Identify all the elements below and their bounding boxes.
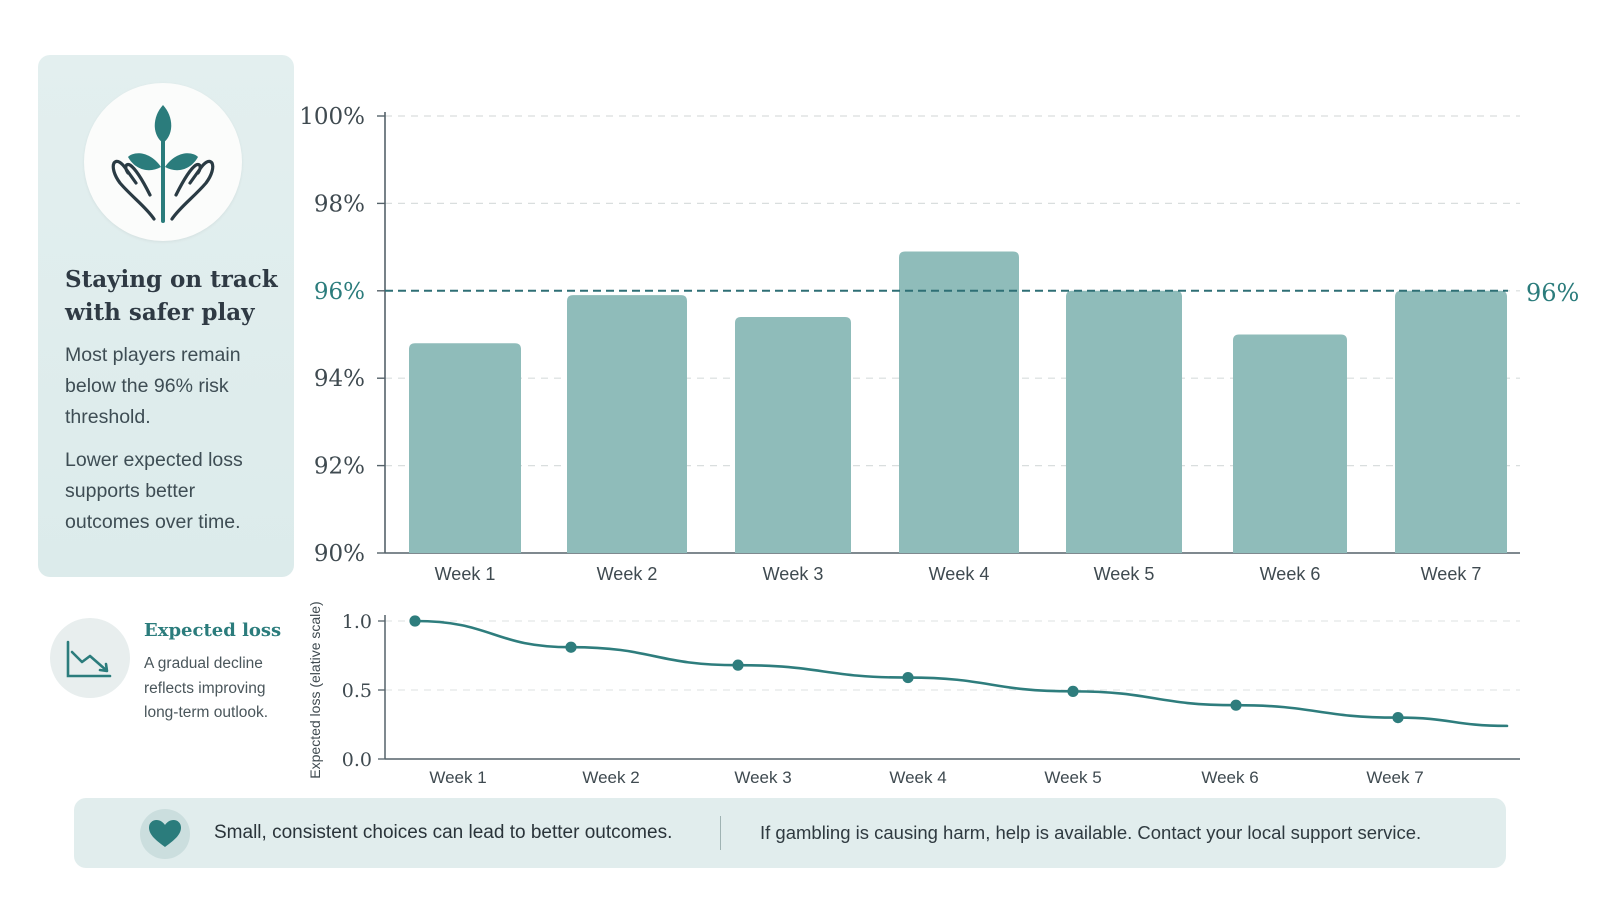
help-message: If gambling is causing harm, help is ava… [760,822,1422,843]
bar-week-7 [1395,290,1507,553]
bar-y-tick-label: 96% [314,279,365,305]
line-y-tick-label: 1.0 [342,611,372,633]
line-point-week-5 [1067,685,1079,697]
bar-x-tick-label: Week 2 [597,564,658,584]
bar-y-tick-label: 92% [314,454,365,480]
bar-x-tick-label: Week 1 [435,564,496,584]
footer-divider [720,816,721,850]
line-x-tick-label: Week 1 [429,768,486,787]
line-point-week-6 [1230,699,1242,711]
line-point-week-4 [902,671,914,684]
line-x-tick-label: Week 3 [734,768,791,787]
bar-y-tick-label: 100% [299,104,365,130]
expected-loss-description: A gradual decline reflects improving lon… [144,655,269,721]
line-point-week-2 [565,641,577,653]
line-point-week-3 [732,659,744,671]
hands-sprout-icon [111,105,215,223]
bar-x-tick-label: Week 3 [763,564,824,584]
card-title: Staying on track with safer play [65,266,278,326]
bar-week-6 [1233,334,1347,553]
bar-x-tick-label: Week 6 [1260,564,1321,584]
bar-x-tick-label: Week 7 [1421,564,1482,584]
bar-y-tick-label: 94% [314,366,365,392]
bar-y-tick-label: 90% [314,541,365,567]
summary-card: Staying on track with safer play Most pl… [38,55,294,577]
bar-y-tick-label: 98% [314,191,365,217]
line-x-tick-label: Week 5 [1044,768,1101,787]
line-x-tick-label: Week 2 [582,768,639,787]
line-x-tick-label: Week 6 [1201,768,1258,787]
safer-play-badge [84,83,242,241]
line-y-tick-label: 0.0 [342,749,372,771]
heart-badge [140,809,190,859]
trend-down-icon [66,640,112,678]
expected-loss-title: Expected loss [144,620,282,641]
line-point-week-7 [1392,712,1404,724]
weekly-risk-bar-chart: 90% 92% 94% 96% 98% 100% Week 1 Week 2 Week 3 Wee… [299,104,1579,584]
line-y-axis-label: Expected loss (elative scale) [307,601,323,778]
bar-week-4 [899,251,1019,553]
bar-week-2 [567,295,687,553]
bar-x-tick-label: Week 5 [1094,564,1155,584]
line-x-tick-label: Week 7 [1366,768,1423,787]
line-x-tick-label: Week 4 [889,768,946,787]
line-y-tick-label: 0.5 [342,680,372,702]
threshold-label: 96% [1526,279,1579,307]
card-paragraph-threshold: Most players remain below the 96% risk t… [65,344,241,428]
card-paragraph-outcomes: Lower expected loss supports better outc… [65,449,243,533]
encouragement-message: Small, consistent choices can lead to be… [214,822,673,843]
bar-week-3 [735,317,851,553]
heart-icon [149,820,181,847]
bar-x-tick-label: Week 4 [929,564,990,584]
support-footer: Small, consistent choices can lead to be… [74,798,1506,868]
expected-loss-line [413,619,1509,728]
bar-week-1 [409,343,521,553]
expected-loss-badge [50,618,130,698]
line-point-week-1 [409,615,421,627]
bar-week-5 [1066,290,1182,553]
